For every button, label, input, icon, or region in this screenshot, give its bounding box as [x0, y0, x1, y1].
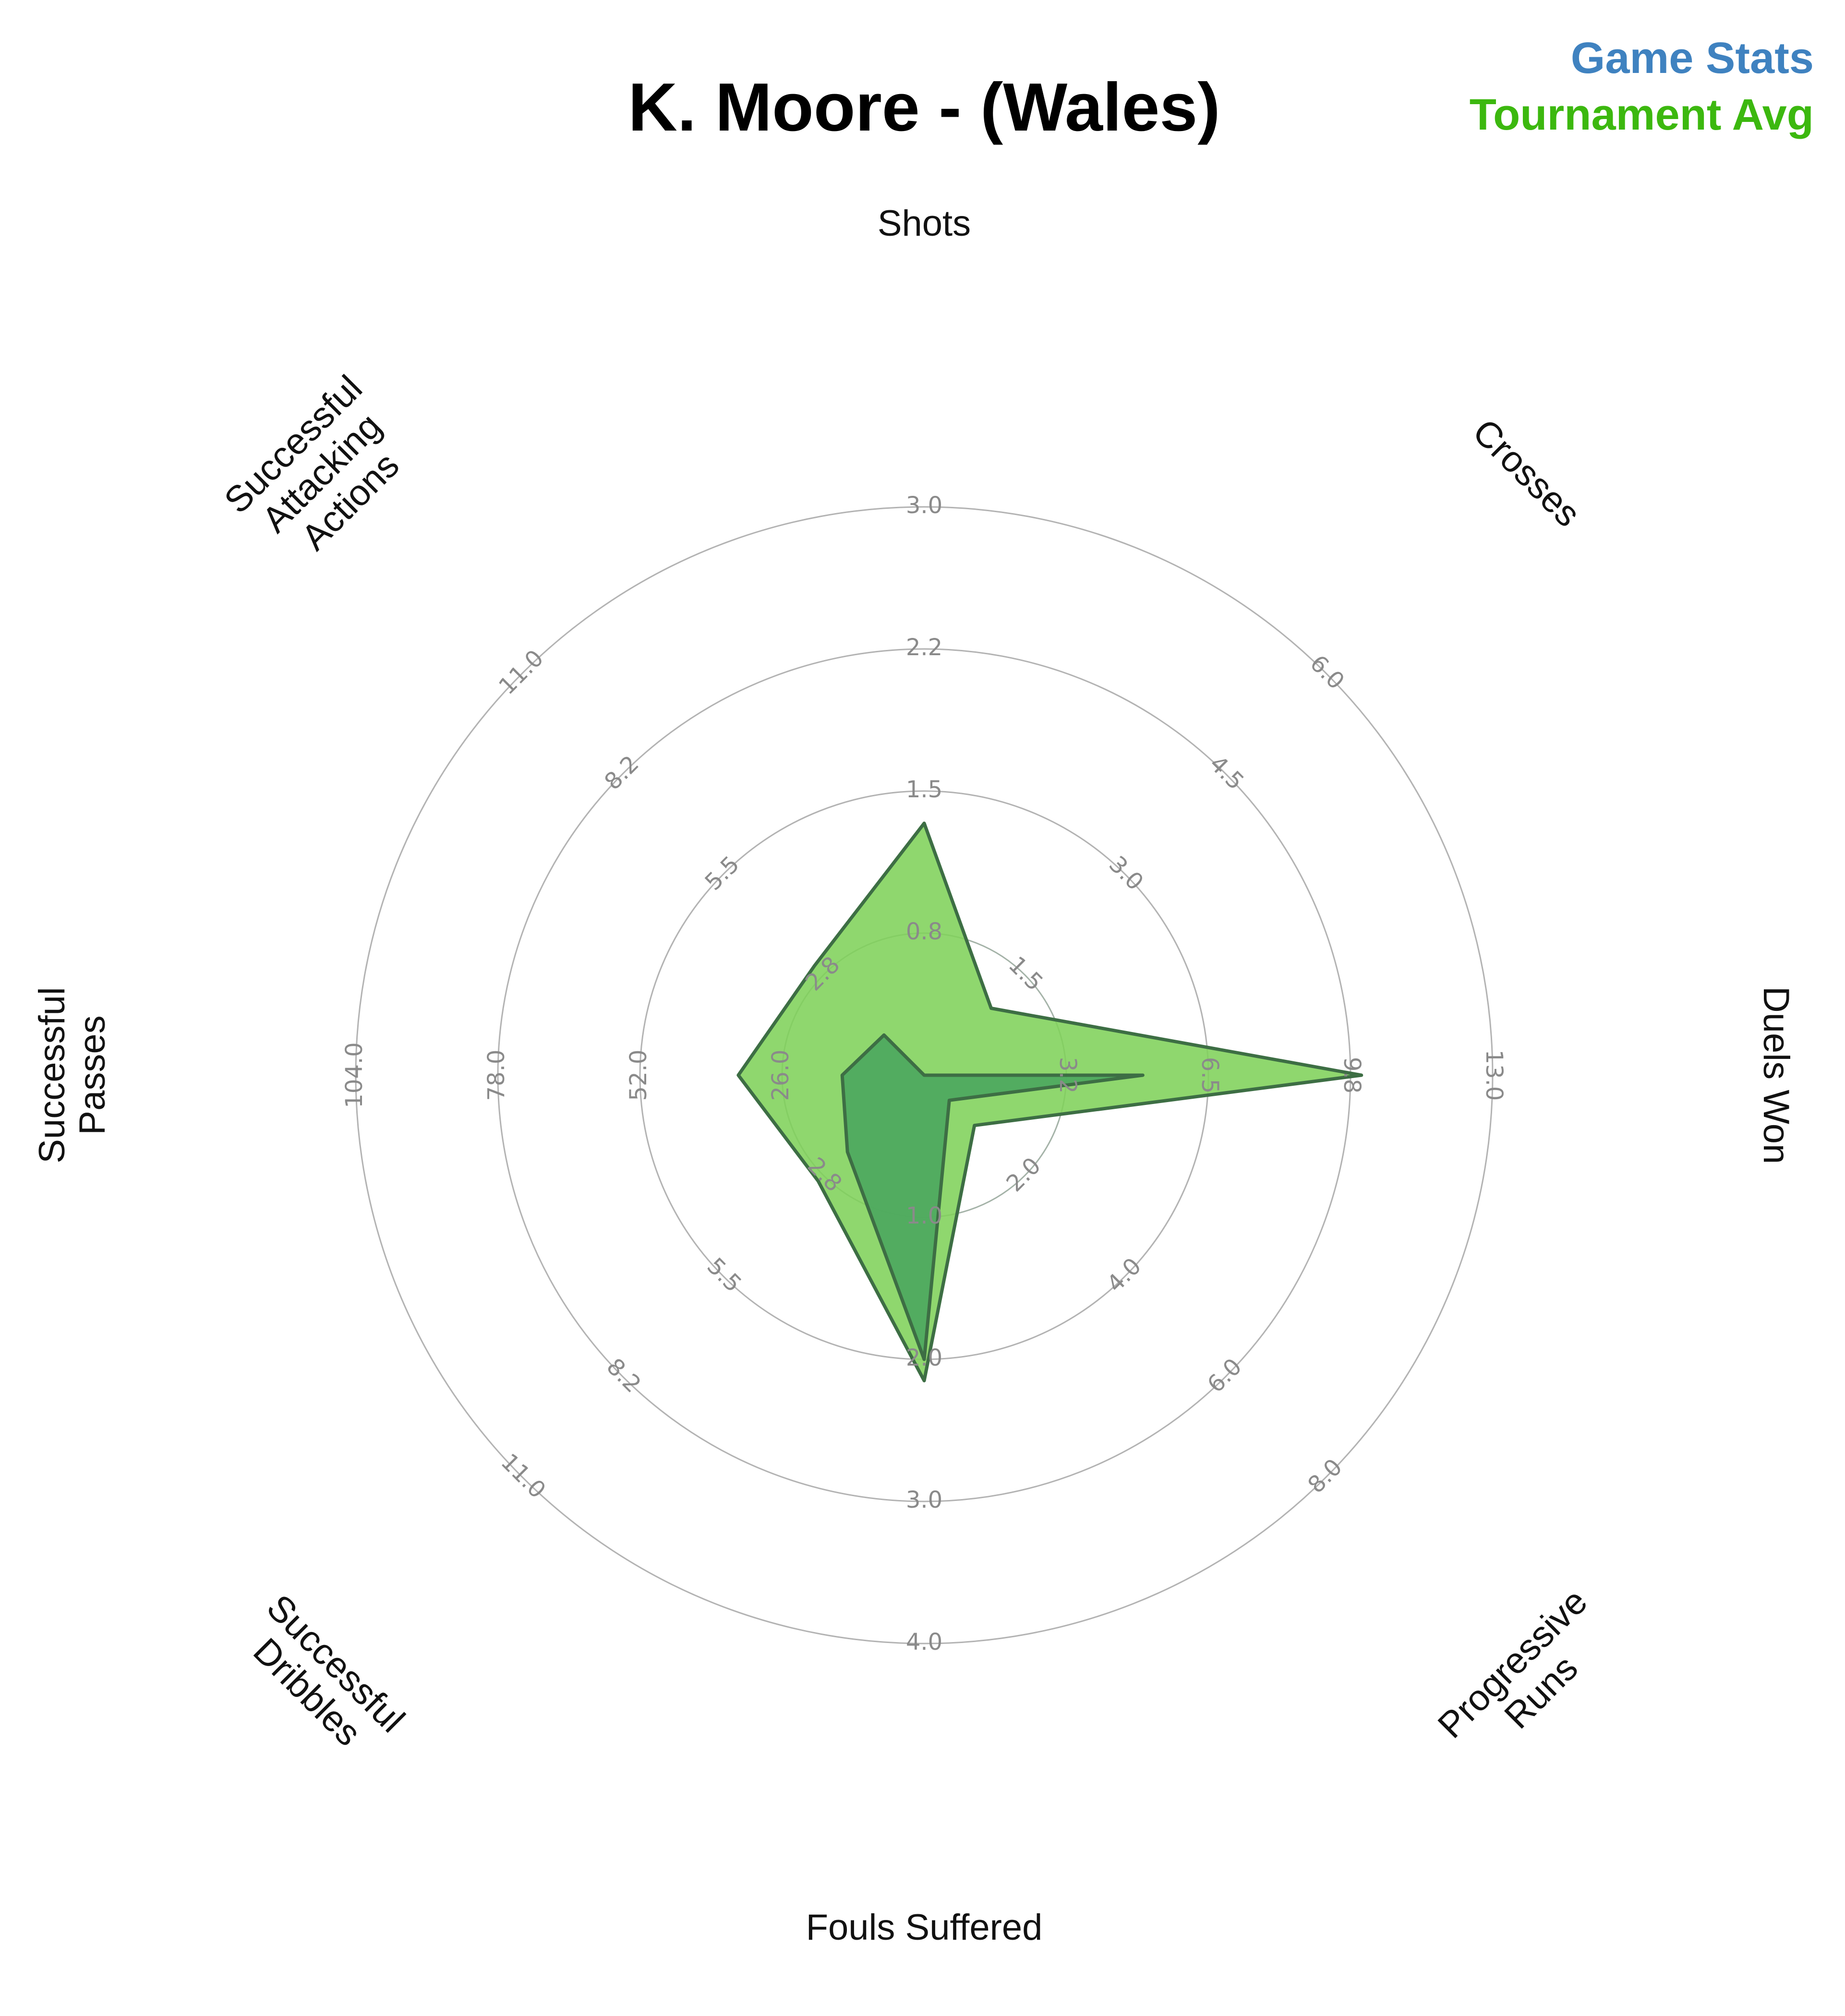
tick-label: 2.0 [906, 1344, 942, 1371]
tick-label: 4.0 [906, 1629, 942, 1656]
tick-label: 5.5 [699, 851, 745, 896]
tick-label: 6.5 [1196, 1057, 1223, 1093]
tick-label: 11.0 [495, 1448, 551, 1503]
tick-label: 8.2 [601, 1353, 646, 1398]
axis-label-text: SuccessfulPasses [32, 987, 113, 1164]
tick-label: 13.0 [1481, 1050, 1507, 1101]
chart-title: K. Moore - (Wales) [628, 69, 1220, 145]
tick-label: 78.0 [483, 1050, 510, 1101]
tick-label: 1.5 [906, 776, 942, 803]
axis-label: SuccessfulPasses [32, 987, 113, 1164]
axis-label: Shots [878, 203, 971, 244]
legend-entry: Tournament Avg [1470, 90, 1814, 139]
tick-label: 8.0 [1302, 1453, 1348, 1499]
tick-label: 52.0 [625, 1050, 652, 1101]
axis-label: SuccessfulDribbles [230, 1587, 412, 1769]
tick-label: 104.0 [341, 1042, 368, 1108]
legend: Game Stats Tournament Avg [1470, 34, 1814, 139]
axis-label: ProgressiveRuns [1430, 1581, 1624, 1775]
grid-ring [355, 506, 1494, 1644]
tick-label: 1.5 [1003, 951, 1049, 996]
tick-label: 11.0 [494, 645, 549, 700]
tick-label: 2.2 [906, 634, 942, 661]
tick-label: 3.0 [906, 492, 942, 519]
tick-label: 9.8 [1339, 1057, 1365, 1093]
axis-label-text: SuccessfulAttackingActions [217, 368, 427, 578]
series-polygon [736, 821, 1363, 1382]
axis-label-text: Fouls Suffered [806, 1907, 1043, 1948]
tick-label: 6.0 [1202, 1353, 1247, 1398]
axis-label-text: Shots [878, 203, 971, 244]
series-polygons [736, 821, 1363, 1382]
axis-label-text: ProgressiveRuns [1430, 1581, 1624, 1775]
axis-label-text: Duels Won [1756, 986, 1797, 1164]
tick-label: 4.5 [1204, 750, 1249, 795]
axis-label-text: SuccessfulDribbles [230, 1587, 412, 1769]
legend-entry: Game Stats [1571, 34, 1814, 83]
axis-label: Fouls Suffered [806, 1907, 1043, 1948]
axis-label: SuccessfulAttackingActions [217, 368, 427, 578]
series-polygon [840, 1033, 1145, 1361]
tick-label: 0.8 [906, 918, 942, 945]
tick-label: 1.0 [906, 1202, 942, 1229]
axis-label-text: Crosses [1465, 411, 1588, 535]
tick-label: 8.2 [599, 750, 644, 795]
tick-label: 3.0 [1104, 851, 1149, 896]
tick-label: 3.2 [1054, 1057, 1081, 1093]
tick-label: 3.0 [906, 1487, 942, 1513]
axis-label: Crosses [1465, 411, 1588, 535]
tick-label: 6.0 [1305, 650, 1350, 695]
tick-label: 26.0 [767, 1050, 794, 1101]
axis-label: Duels Won [1756, 986, 1797, 1164]
